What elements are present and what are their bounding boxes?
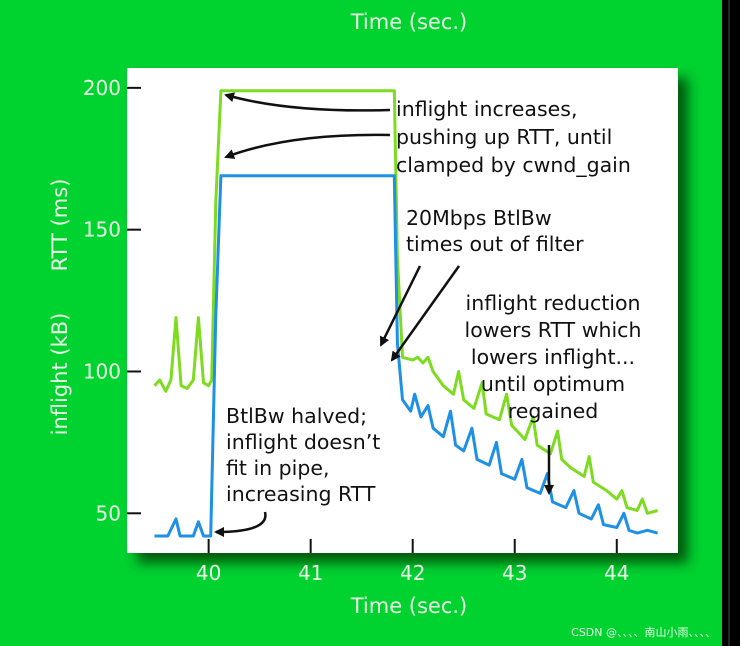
annotation-3-line-1: inflight doesn’t — [226, 430, 380, 454]
y-axis-title-inflight: inflight (kB) — [48, 313, 72, 436]
annotation-arrow-1 — [224, 133, 391, 159]
series-line-inflight — [154, 174, 658, 538]
annotation-3-line-0: BtlBw halved; — [226, 404, 367, 428]
annotation-arrow-0 — [224, 92, 391, 112]
annotation-0-line-0: inflight increases, — [396, 97, 577, 121]
axis-ticks: 50 100 150 200 40 41 42 43 44 — [83, 76, 630, 585]
annotation-0-line-1: pushing up RTT, until — [396, 125, 612, 149]
annotation-3-line-2: fit in pipe, — [226, 456, 330, 480]
window-edge-strip — [728, 0, 730, 646]
annotation-3-line-3: increasing RTT — [226, 482, 376, 506]
annotation-2-line-4: regained — [508, 399, 598, 423]
annotation-2-line-0: inflight reduction — [466, 291, 641, 315]
annotation-0-line-2: clamped by cwnd_gain — [396, 153, 631, 178]
y-tick-label-3: 200 — [83, 76, 121, 100]
x-tick-label-4: 44 — [604, 561, 629, 585]
annotation-arrow-5 — [214, 511, 267, 537]
top-axis-title: Time (sec.) — [350, 10, 468, 34]
annotation-arrow-3 — [390, 265, 461, 362]
annotation-1-line-0: 20Mbps BtlBw — [406, 206, 552, 230]
y-tick-label-2: 150 — [83, 218, 121, 242]
x-tick-label-1: 41 — [298, 561, 323, 585]
annotation-arrow-2 — [379, 265, 422, 347]
x-tick-label-2: 42 — [400, 561, 425, 585]
series-lines — [153, 89, 658, 538]
annotation-2-line-2: lowers inflight... — [471, 345, 635, 369]
y-axis-title-rtt: RTT (ms) — [48, 179, 72, 272]
annotation-2-line-3: until optimum — [481, 372, 625, 396]
annotation-2-line-1: lowers RTT which — [465, 318, 642, 342]
x-tick-label-0: 40 — [196, 561, 221, 585]
window-edge — [722, 0, 740, 646]
x-tick-label-3: 43 — [502, 561, 527, 585]
annotation-1-line-1: times out of filter — [406, 232, 584, 256]
watermark: CSDN @、、、、南山小雨、、、、 — [571, 626, 716, 639]
x-axis-title: Time (sec.) — [350, 594, 468, 618]
y-tick-label-1: 100 — [83, 359, 121, 383]
annotations: inflight increases, pushing up RTT, until… — [214, 92, 642, 537]
y-tick-label-0: 50 — [96, 501, 121, 525]
series-line-rtt — [153, 89, 658, 515]
